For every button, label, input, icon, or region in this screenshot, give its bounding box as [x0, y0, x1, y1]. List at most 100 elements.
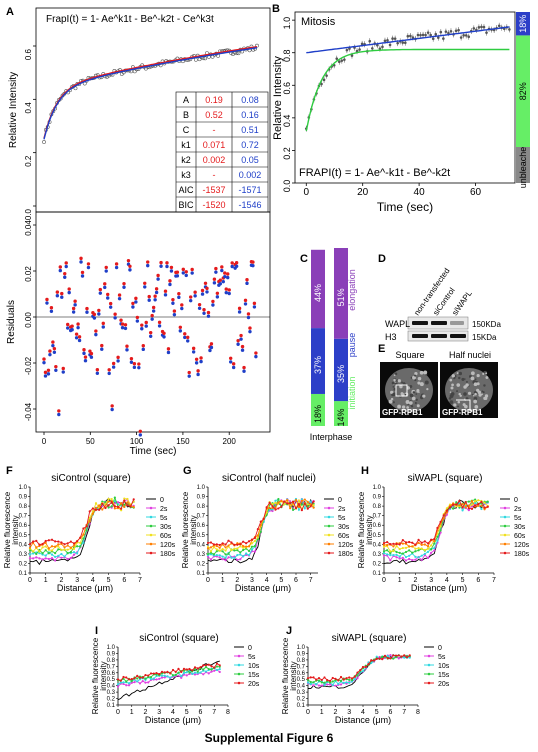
y-tick-label: 0.1 [373, 571, 382, 577]
y-tick-label: 0.2 [107, 697, 116, 703]
profile-line [383, 502, 488, 562]
speckle [481, 393, 483, 396]
residual-point-red [178, 325, 183, 329]
x-axis-title: Distance (μm) [335, 715, 391, 725]
residual-point-blue [82, 351, 86, 356]
legend-label: 5s [438, 654, 446, 661]
chart-title: Mitosis [301, 16, 336, 28]
legend-marker [149, 533, 153, 537]
x-tick-label: 2 [59, 577, 63, 584]
residual-point-red [159, 260, 163, 265]
data-point [381, 45, 384, 49]
residual-point-blue [197, 306, 202, 310]
residual-point-blue [103, 285, 107, 290]
speckle [417, 376, 422, 381]
residual-point-red [193, 290, 197, 294]
bar-value-label: 18% [313, 405, 323, 423]
y-tick-label: 0.2 [24, 155, 33, 167]
table-row-name: BIC [178, 200, 194, 210]
data-point [439, 30, 443, 34]
x-tick-label: 2 [144, 709, 148, 716]
data-point [421, 33, 425, 37]
profile-line [307, 654, 410, 687]
residual-point-red [223, 271, 227, 275]
y-tick-label: 0.4 [19, 542, 28, 548]
speckle [474, 392, 477, 396]
x-tick-label: 6 [389, 709, 393, 716]
residual-point-blue [83, 359, 88, 363]
speckle [451, 374, 455, 377]
speckle [449, 378, 453, 382]
residual-point-red [63, 271, 67, 276]
speckle [412, 391, 416, 394]
y-axis-title: intensity [189, 515, 198, 544]
x-tick-label: 2 [235, 577, 239, 584]
x-tick-label: 100 [130, 437, 144, 446]
residual-point-red [187, 370, 191, 375]
legend-label: 0 [438, 645, 442, 652]
residual-point-blue [55, 294, 60, 298]
series-label: elongation [347, 269, 357, 311]
residual-point-red [181, 267, 185, 272]
y-tick-label: 0.3 [197, 552, 206, 558]
residual-point-blue [165, 264, 169, 269]
residual-point-blue [230, 264, 234, 269]
data-point [449, 29, 453, 33]
data-point [497, 24, 501, 28]
residual-point-blue [175, 274, 180, 278]
residual-point-red [171, 297, 175, 302]
residual-point-red [168, 279, 172, 283]
legend-marker [503, 524, 507, 528]
residual-point-red [120, 322, 125, 326]
chart-title: siControl (square) [139, 633, 218, 644]
profile-line [207, 498, 314, 549]
data-point [376, 43, 379, 47]
y-tick-label: 0.1 [19, 571, 28, 577]
side-bar-segment [516, 35, 530, 147]
data-point [320, 82, 323, 86]
blot-band [412, 334, 428, 338]
residual-point-blue [49, 309, 54, 313]
residual-point-blue [237, 310, 242, 314]
residual-point-red [64, 261, 68, 265]
x-tick-label: 0 [382, 577, 386, 584]
profile-point [28, 556, 32, 560]
residual-point-red [141, 344, 145, 348]
legend-marker [427, 663, 431, 667]
residual-point-red [77, 335, 82, 339]
data-point [388, 43, 392, 47]
y-axis-title: Relative fluorescence [357, 491, 366, 568]
data-point [337, 60, 341, 63]
legend-label: 120s [514, 542, 530, 549]
data-point [197, 57, 202, 62]
y-tick-label: 0.8 [282, 49, 292, 62]
residual-point-blue [89, 355, 94, 359]
residual-point-red [119, 318, 123, 322]
residual-point-blue [224, 290, 228, 295]
table-red-value: - [213, 170, 216, 180]
residual-point-red [252, 301, 257, 306]
y-tick-label: 0.6 [24, 48, 33, 60]
x-axis-title: Distance (μm) [145, 715, 201, 725]
panel-e-images: Square Half nuclei GFP-RPB1 GFP-RPB1 [380, 350, 498, 418]
residual-point-blue [113, 316, 117, 320]
residual-point-red [113, 312, 117, 316]
data-point [434, 32, 438, 36]
data-point [358, 48, 361, 51]
residual-point-red [76, 322, 80, 326]
residual-point-red [89, 351, 94, 356]
speckle [426, 388, 429, 391]
legend-marker [503, 551, 507, 555]
residual-point-red [218, 278, 223, 282]
speckle [416, 388, 420, 393]
speckle [399, 384, 403, 389]
residual-point-red [106, 292, 110, 297]
residual-point-red [215, 291, 220, 295]
table-blue-value: 0.002 [239, 170, 262, 180]
profile-line [29, 500, 134, 550]
residual-point-blue [92, 316, 97, 320]
residual-point-blue [57, 412, 61, 417]
residual-point-red [73, 299, 77, 303]
residual-point-red [190, 267, 194, 272]
residual-point-red [58, 265, 62, 269]
